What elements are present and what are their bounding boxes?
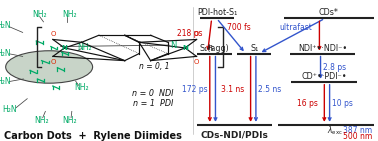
Text: N: N <box>62 45 67 51</box>
Text: PDI-hot-S₁: PDI-hot-S₁ <box>197 8 237 17</box>
Text: CDs-NDI/PDIs: CDs-NDI/PDIs <box>200 131 268 140</box>
Text: NH₂: NH₂ <box>74 83 88 92</box>
Text: ultrafast: ultrafast <box>279 23 312 32</box>
Text: n = 1  PDI: n = 1 PDI <box>133 99 173 108</box>
Text: 700 fs: 700 fs <box>227 23 251 32</box>
Text: 172 ps: 172 ps <box>181 85 207 94</box>
Text: N: N <box>182 45 188 51</box>
Text: N: N <box>170 41 177 50</box>
Text: -R: -R <box>207 45 214 51</box>
Text: O: O <box>50 31 56 37</box>
Text: O: O <box>50 59 56 65</box>
Text: H₂N: H₂N <box>0 49 11 58</box>
Text: 3.1 ns: 3.1 ns <box>220 85 244 94</box>
Text: H₂N: H₂N <box>0 77 11 86</box>
Text: NDI⁺•·NDI⁻•: NDI⁺•·NDI⁻• <box>298 44 347 53</box>
Text: H₂N: H₂N <box>2 105 17 114</box>
Text: 10 ps: 10 ps <box>332 99 352 108</box>
Text: 500 nm: 500 nm <box>343 132 372 141</box>
Text: O: O <box>194 31 199 37</box>
Text: H₂N: H₂N <box>0 21 11 30</box>
Text: 2.8 ps: 2.8 ps <box>323 63 346 72</box>
Text: Carbon Dots  +  Rylene Diimides: Carbon Dots + Rylene Diimides <box>4 131 181 141</box>
Circle shape <box>6 51 93 83</box>
Text: NH₂: NH₂ <box>63 116 77 125</box>
Text: 218 ps: 218 ps <box>177 29 202 38</box>
Text: CD⁺•·PDI⁻•: CD⁺•·PDI⁻• <box>301 72 347 81</box>
Text: S₁: S₁ <box>250 44 259 53</box>
Text: n = 0  NDI: n = 0 NDI <box>132 89 174 98</box>
Text: 16 ps: 16 ps <box>297 99 318 108</box>
Text: n = 0, 1: n = 0, 1 <box>139 62 169 71</box>
Text: CDs*: CDs* <box>319 8 339 17</box>
Text: S₁(agg): S₁(agg) <box>200 44 229 53</box>
Text: 2.5 ns: 2.5 ns <box>258 85 281 94</box>
Text: NH₂: NH₂ <box>34 116 49 125</box>
Text: 387 nm: 387 nm <box>343 126 372 135</box>
Text: NH₂: NH₂ <box>33 10 47 19</box>
Text: $\lambda_{\rm exc}$: $\lambda_{\rm exc}$ <box>327 125 343 137</box>
Text: NH₂: NH₂ <box>63 10 77 19</box>
Text: NH₂: NH₂ <box>78 43 92 52</box>
Text: O: O <box>194 59 199 65</box>
